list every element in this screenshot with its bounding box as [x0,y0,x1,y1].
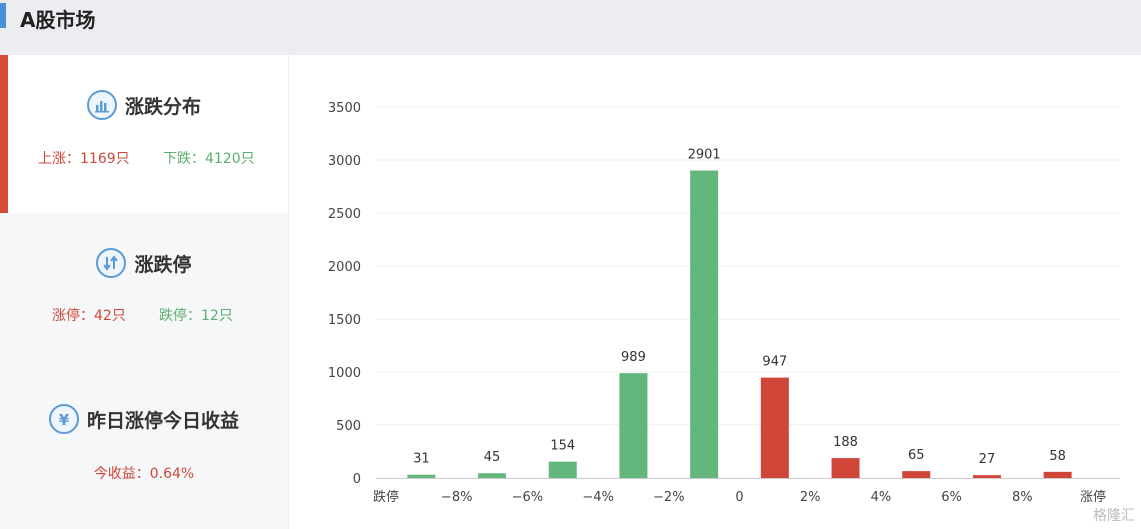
panel-title: 昨日涨停今日收益 [86,409,239,432]
panel-limit[interactable]: 涨跌停 涨停：42只 跌停：12只 [0,213,288,371]
bar [831,458,860,478]
y-tick-label: 0 [353,472,361,487]
today-return: 今收益：0.64% [93,466,195,482]
x-tick-label: −6% [512,490,544,505]
sidebar: 涨跌分布 上涨：1169只 下跌：4120只 涨跌停 涨停：42只 跌停：12只… [0,55,288,529]
header-accent-bar [0,3,6,28]
x-tick-label: 4% [871,490,892,505]
page-title: A股市场 [20,8,96,32]
limit-down-count: 跌停：12只 [159,308,233,324]
y-tick-label: 2500 [328,207,361,222]
bar [548,461,577,478]
panel-yesterday-header: ¥ 昨日涨停今日收益 [0,404,288,434]
x-tick-label: 8% [1012,490,1033,505]
y-tick-label: 500 [336,419,361,434]
panel-limit-header: 涨跌停 [0,248,288,278]
panel-title: 涨跌分布 [124,95,201,118]
up-down-arrows-icon [96,248,127,278]
fall-count: 下跌：4120只 [163,151,255,167]
bar-value-label: 188 [833,435,858,450]
bar [902,471,931,478]
bar [619,373,648,478]
distribution-chart: 0 500 1000 1500 2000 2500 3000 3500 跌停 −8% −6% −4% −… [328,101,1120,505]
watermark: 格隆汇 [1093,508,1135,524]
bar [478,473,507,478]
panel-distribution-header: 涨跌分布 [0,90,288,120]
bar-value-label: 45 [484,450,501,465]
y-tick-label: 1000 [328,366,361,381]
bar [972,475,1001,478]
y-tick-label: 3000 [328,154,361,169]
panel-distribution[interactable]: 涨跌分布 上涨：1169只 下跌：4120只 [0,55,288,213]
y-tick-label: 2000 [328,260,361,275]
bar [690,170,719,478]
x-tick-label: 涨停 [1080,489,1106,505]
page-header: A股市场 [0,0,1141,55]
x-tick-label: −2% [653,490,685,505]
bar-value-label: 58 [1049,449,1066,464]
yen-icon: ¥ [48,404,79,434]
limit-up-count: 涨停：42只 [52,308,126,324]
bar-value-label: 154 [550,439,575,454]
y-tick-label: 3500 [328,101,361,116]
rise-count: 上涨：1169只 [38,151,130,167]
y-tick-label: 1500 [328,313,361,328]
bar [407,474,436,478]
x-tick-label: −4% [582,490,614,505]
active-indicator [0,55,8,213]
bar-chart-icon [86,90,117,120]
panel-yesterday-limit[interactable]: ¥ 昨日涨停今日收益 今收益：0.64% [0,371,288,529]
bar-value-label: 27 [979,452,996,467]
x-tick-label: −8% [441,490,473,505]
bar-value-label: 65 [908,448,925,463]
x-tick-label: 6% [941,490,962,505]
bar-value-label: 31 [413,452,430,467]
x-tick-label: 0 [735,490,743,505]
divider [288,55,289,529]
bar [1043,471,1072,478]
svg-text:¥: ¥ [59,411,70,429]
bar-value-label: 947 [762,355,787,370]
bar-value-label: 2901 [688,147,721,162]
panel-title: 涨跌停 [134,253,192,276]
bar [760,377,789,478]
bar-value-label: 989 [621,350,646,365]
x-tick-label: 2% [800,490,821,505]
x-tick-label: 跌停 [373,489,399,505]
